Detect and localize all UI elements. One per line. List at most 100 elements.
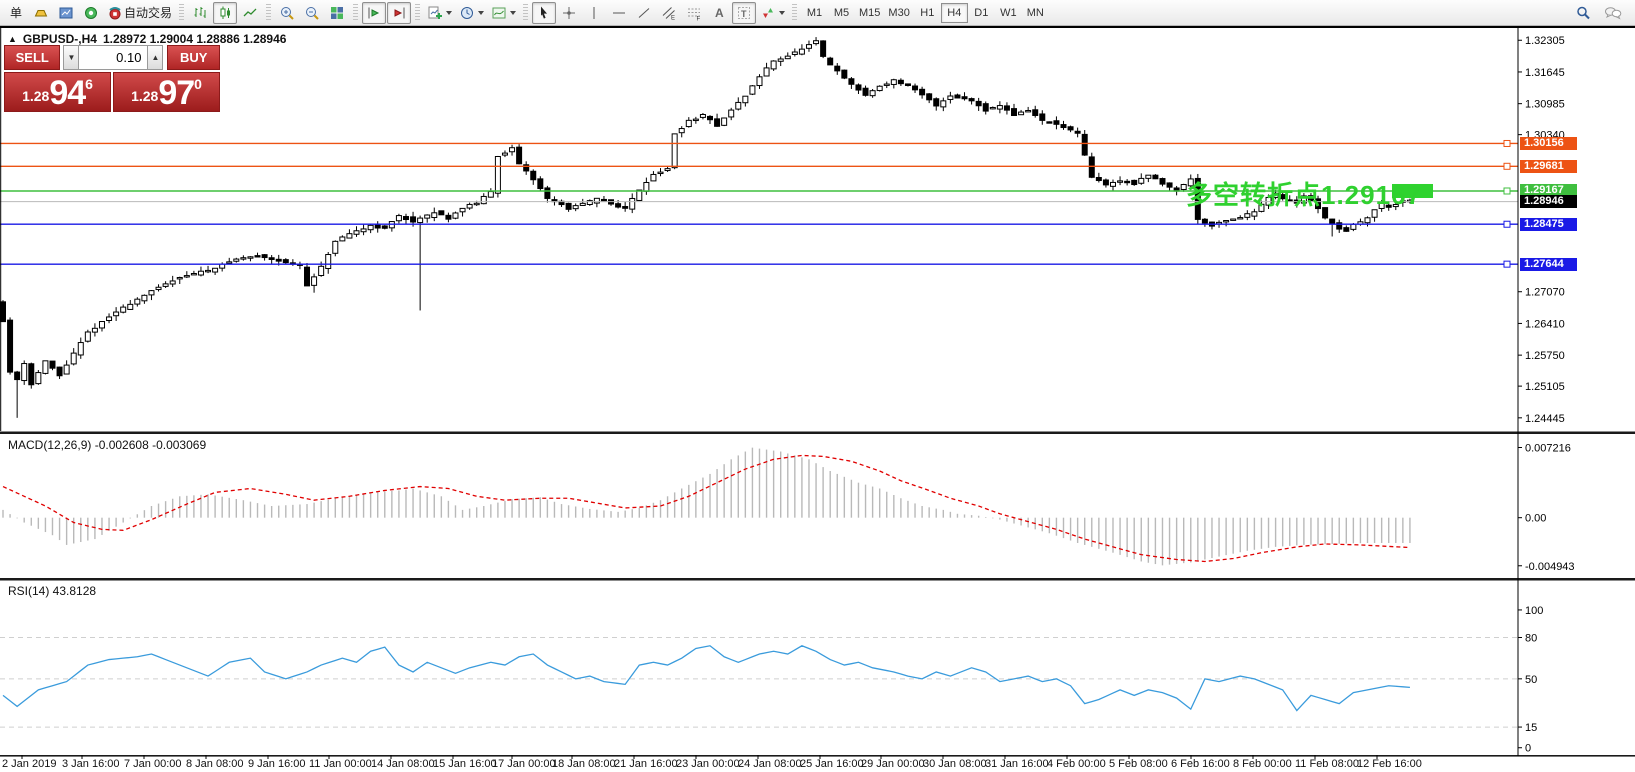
text-tool-button[interactable]: A — [707, 2, 731, 24]
candle — [1124, 180, 1131, 184]
candle — [961, 96, 968, 100]
pivot-highlight-box[interactable] — [1392, 183, 1433, 198]
current-price-price-badge[interactable]: 1.28946 — [1520, 195, 1577, 209]
templates-button[interactable] — [488, 2, 519, 24]
line-handle[interactable] — [1503, 162, 1511, 170]
chart-shift-button[interactable] — [387, 1, 412, 24]
candle — [438, 210, 445, 216]
volume-decrease-button[interactable]: ▼ — [63, 45, 80, 70]
crosshair-tool-button[interactable] — [557, 2, 581, 24]
time-axis-tick[interactable]: 11 Feb 08:00 — [1295, 758, 1359, 770]
tile-windows-button[interactable] — [325, 2, 349, 24]
candle — [735, 101, 742, 110]
timeframe-button-m5[interactable]: M5 — [833, 6, 850, 19]
rsi-line — [2, 645, 1410, 712]
line-handle[interactable] — [1503, 139, 1511, 147]
chart-bottom-border — [0, 755, 1635, 757]
timeframe-button-m1[interactable]: M1 — [806, 6, 823, 19]
zoom-in-button[interactable] — [275, 2, 299, 24]
time-axis-tick[interactable]: 30 Jan 08:00 — [923, 758, 987, 770]
time-axis-tick[interactable]: 24 Jan 08:00 — [738, 758, 802, 770]
resistance-price-badge[interactable]: 1.30156 — [1520, 136, 1577, 150]
candle — [1145, 174, 1152, 179]
bars-mode-button[interactable] — [188, 2, 212, 24]
candles-mode-button[interactable] — [213, 1, 238, 24]
time-axis-tick[interactable]: 18 Jan 08:00 — [552, 758, 616, 770]
equidistant-channel-icon: E — [662, 6, 675, 21]
candle — [113, 311, 120, 317]
auto-scroll-button[interactable] — [362, 1, 387, 24]
resistance-price-badge[interactable]: 1.29681 — [1520, 159, 1577, 173]
pane-separator[interactable] — [0, 578, 1635, 581]
add-indicator-button[interactable] — [424, 2, 455, 24]
time-axis-tick[interactable]: 25 Jan 16:00 — [800, 758, 864, 770]
time-axis-tick[interactable]: 17 Jan 00:00 — [492, 758, 556, 770]
chat-button[interactable] — [1601, 2, 1625, 24]
channel-tool-button[interactable]: E — [657, 2, 681, 24]
volume-input[interactable] — [79, 45, 148, 70]
line-handle[interactable] — [1503, 260, 1511, 268]
pivot-price-badge[interactable]: 1.29167 — [1520, 184, 1577, 198]
trendline-tool-button[interactable] — [632, 2, 656, 24]
line-handle[interactable] — [1503, 220, 1511, 228]
pane-separator[interactable] — [0, 431, 1635, 435]
time-axis-tick[interactable]: 15 Jan 16:00 — [433, 758, 497, 770]
timeframe-button-m15[interactable]: M15 — [859, 6, 881, 19]
new-order-button[interactable]: 单 — [4, 2, 28, 24]
timeframe-button-mn[interactable]: MN — [1026, 6, 1044, 19]
candle — [798, 48, 805, 55]
timeframe-button-h4[interactable]: H4 — [940, 2, 968, 23]
time-axis-tick[interactable]: 3 Jan 16:00 — [62, 758, 120, 770]
time-axis-tick[interactable]: 7 Jan 00:00 — [124, 758, 182, 770]
line-handle[interactable] — [1503, 187, 1511, 195]
pivot-annotation-text[interactable]: 多空转折点1.29167 — [1186, 180, 1422, 210]
time-axis-tick[interactable]: 11 Jan 00:00 — [309, 758, 372, 770]
candle — [890, 79, 897, 85]
candle — [1102, 179, 1109, 186]
sell-price-box[interactable]: 1.28 94 6 — [4, 72, 111, 112]
timeframe-button-w1[interactable]: W1 — [1000, 6, 1017, 19]
time-axis-tick[interactable]: 21 Jan 16:00 — [614, 758, 678, 770]
time-axis-tick[interactable]: 31 Jan 16:00 — [985, 758, 1049, 770]
timeframe-button-h1[interactable]: H1 — [920, 6, 935, 19]
rsi-series — [0, 636, 1517, 728]
buy-button[interactable]: BUY — [167, 45, 220, 70]
arrows-tool-button[interactable] — [757, 2, 788, 24]
time-axis-tick[interactable]: 29 Jan 00:00 — [861, 758, 925, 770]
periods-button[interactable] — [456, 2, 487, 24]
volume-increase-button[interactable]: ▲ — [147, 45, 164, 70]
time-axis-tick[interactable]: 8 Feb 00:00 — [1233, 758, 1292, 770]
vertical-line-tool-button[interactable] — [582, 2, 606, 24]
time-axis-tick[interactable]: 12 Feb 16:00 — [1357, 758, 1422, 770]
time-axis-tick[interactable]: 8 Jan 08:00 — [186, 758, 244, 770]
time-axis-tick[interactable]: 5 Feb 08:00 — [1109, 758, 1168, 770]
candle — [226, 261, 233, 264]
support-price-badge[interactable]: 1.27644 — [1520, 257, 1577, 271]
time-axis-tick[interactable]: 6 Feb 16:00 — [1171, 758, 1230, 770]
text-label-tool-button[interactable]: T — [732, 1, 757, 24]
buy-price-box[interactable]: 1.28 97 0 — [113, 72, 220, 112]
timeframe-button-m30[interactable]: M30 — [888, 6, 910, 19]
chart-window-button[interactable] — [54, 2, 78, 24]
time-axis-tick[interactable]: 14 Jan 08:00 — [371, 758, 435, 770]
sell-button[interactable]: SELL — [4, 45, 61, 70]
timeframe-button-d1[interactable]: D1 — [974, 6, 989, 19]
horizontal-line-tool-button[interactable] — [607, 2, 631, 24]
search-button[interactable] — [1571, 2, 1595, 24]
gold-ingot-icon[interactable] — [29, 2, 53, 24]
candle — [197, 270, 204, 276]
support-price-badge[interactable]: 1.28475 — [1520, 217, 1577, 231]
candle — [516, 146, 523, 165]
autotrading-button[interactable]: 自动交易 — [104, 2, 175, 24]
time-axis-tick[interactable]: 4 Feb 00:00 — [1047, 758, 1106, 770]
signals-button[interactable] — [79, 2, 103, 24]
line-mode-button[interactable] — [238, 2, 262, 24]
zoom-out-button[interactable] — [300, 2, 324, 24]
time-axis-tick[interactable]: 9 Jan 16:00 — [248, 758, 306, 770]
time-axis-tick[interactable]: 2 Jan 2019 — [2, 758, 56, 770]
chart-window-icon — [59, 7, 73, 18]
fibonacci-tool-button[interactable]: F — [682, 2, 706, 24]
cursor-tool-button[interactable] — [532, 1, 557, 24]
time-axis-tick[interactable]: 23 Jan 00:00 — [676, 758, 740, 770]
candle — [1223, 220, 1230, 223]
